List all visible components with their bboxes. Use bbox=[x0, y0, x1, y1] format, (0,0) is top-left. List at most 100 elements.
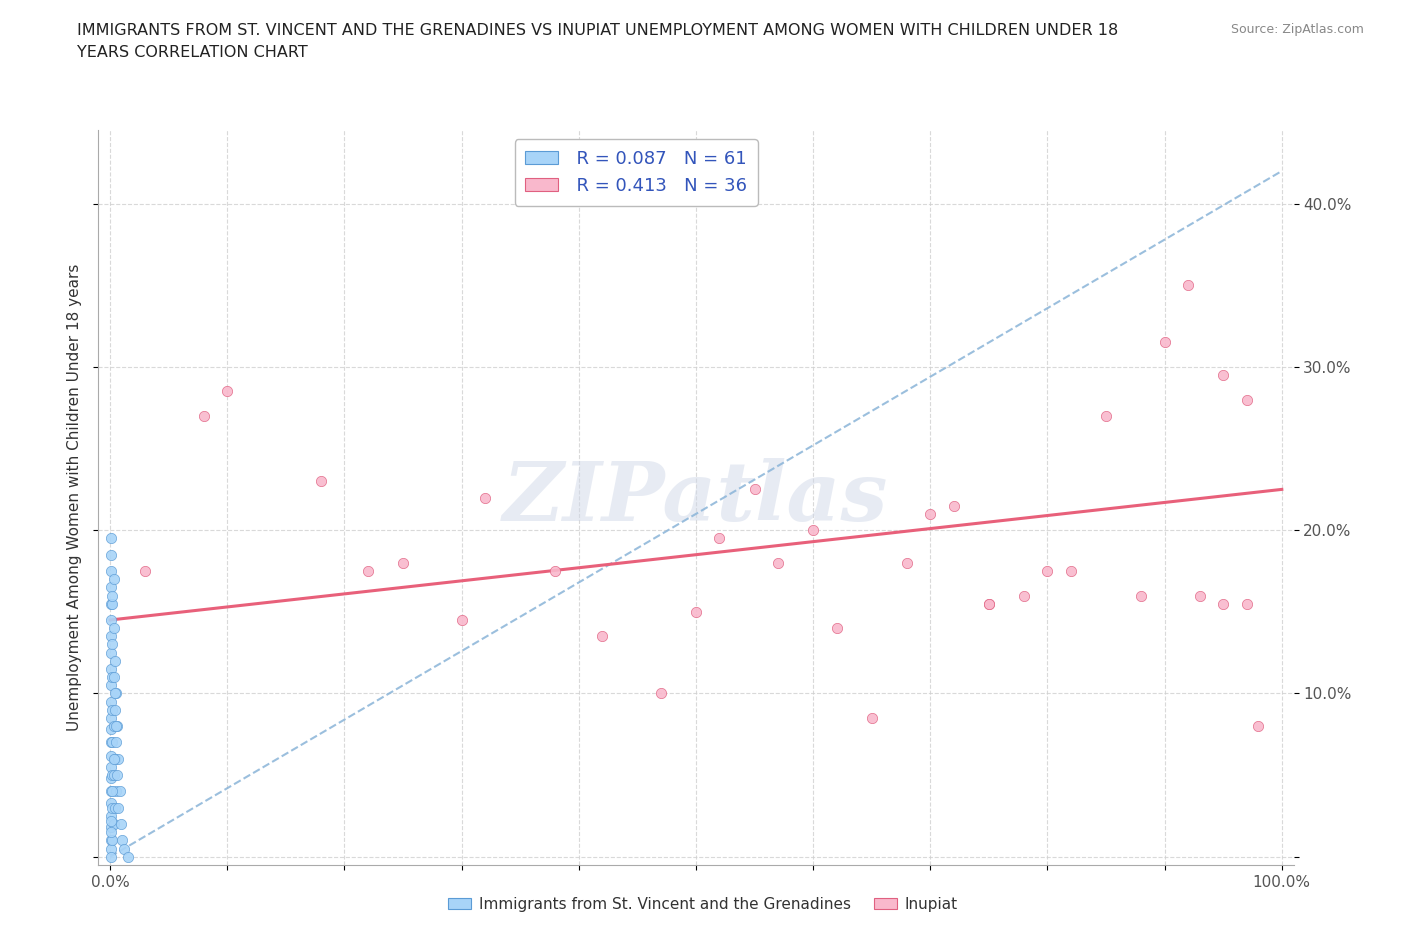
Point bbox=[1060, 564, 1083, 578]
Point bbox=[134, 564, 156, 578]
Point bbox=[103, 719, 125, 734]
Point bbox=[105, 767, 128, 782]
Point bbox=[1212, 367, 1234, 382]
Point bbox=[103, 767, 125, 782]
Point bbox=[744, 482, 766, 497]
Point bbox=[860, 711, 883, 725]
Point bbox=[104, 686, 127, 701]
Point bbox=[101, 588, 124, 603]
Point bbox=[100, 735, 122, 750]
Point bbox=[801, 523, 824, 538]
Legend: Immigrants from St. Vincent and the Grenadines, Inupiat: Immigrants from St. Vincent and the Gren… bbox=[443, 891, 963, 918]
Point bbox=[101, 637, 124, 652]
Point bbox=[825, 620, 848, 635]
Point bbox=[450, 613, 472, 628]
Point bbox=[1130, 588, 1153, 603]
Point bbox=[1095, 408, 1118, 423]
Point bbox=[977, 596, 1000, 611]
Point bbox=[100, 645, 122, 660]
Point bbox=[309, 473, 332, 488]
Point bbox=[920, 507, 942, 522]
Point bbox=[709, 531, 731, 546]
Point bbox=[100, 841, 122, 856]
Point bbox=[193, 408, 215, 423]
Point bbox=[105, 686, 128, 701]
Point bbox=[100, 531, 122, 546]
Point bbox=[896, 555, 918, 570]
Text: IMMIGRANTS FROM ST. VINCENT AND THE GRENADINES VS INUPIAT UNEMPLOYMENT AMONG WOM: IMMIGRANTS FROM ST. VINCENT AND THE GREN… bbox=[77, 23, 1119, 60]
Point bbox=[101, 767, 124, 782]
Point bbox=[103, 670, 125, 684]
Point bbox=[103, 751, 125, 766]
Point bbox=[100, 825, 122, 840]
Point bbox=[112, 841, 135, 856]
Point bbox=[100, 564, 122, 578]
Point bbox=[1036, 564, 1059, 578]
Point bbox=[217, 384, 239, 399]
Point bbox=[108, 784, 131, 799]
Point bbox=[100, 833, 122, 848]
Point bbox=[105, 719, 128, 734]
Point bbox=[101, 702, 124, 717]
Point bbox=[101, 801, 124, 816]
Point bbox=[100, 784, 122, 799]
Point bbox=[103, 620, 125, 635]
Point bbox=[104, 801, 127, 816]
Point bbox=[1247, 719, 1270, 734]
Point bbox=[100, 596, 122, 611]
Point bbox=[111, 833, 134, 848]
Point bbox=[100, 795, 122, 810]
Point bbox=[100, 547, 122, 562]
Point bbox=[100, 711, 122, 725]
Point bbox=[685, 604, 707, 619]
Point bbox=[100, 580, 122, 595]
Point bbox=[100, 849, 122, 864]
Point bbox=[650, 686, 672, 701]
Point bbox=[105, 784, 128, 799]
Point bbox=[100, 661, 122, 676]
Point bbox=[107, 801, 129, 816]
Point bbox=[474, 490, 496, 505]
Point bbox=[100, 814, 122, 829]
Point bbox=[107, 751, 129, 766]
Point bbox=[100, 820, 122, 835]
Point bbox=[1236, 596, 1258, 611]
Point bbox=[357, 564, 380, 578]
Point bbox=[100, 808, 122, 823]
Point bbox=[100, 760, 122, 775]
Point bbox=[104, 654, 127, 669]
Point bbox=[103, 817, 125, 831]
Point bbox=[1012, 588, 1035, 603]
Y-axis label: Unemployment Among Women with Children Under 18 years: Unemployment Among Women with Children U… bbox=[67, 264, 83, 731]
Text: ZIPatlas: ZIPatlas bbox=[503, 458, 889, 538]
Point bbox=[100, 613, 122, 628]
Point bbox=[101, 833, 124, 848]
Point bbox=[101, 735, 124, 750]
Point bbox=[110, 817, 132, 831]
Point bbox=[101, 784, 124, 799]
Point bbox=[100, 629, 122, 644]
Point bbox=[104, 751, 127, 766]
Point bbox=[100, 748, 122, 763]
Point bbox=[101, 670, 124, 684]
Text: Source: ZipAtlas.com: Source: ZipAtlas.com bbox=[1230, 23, 1364, 36]
Point bbox=[977, 596, 1000, 611]
Point bbox=[101, 596, 124, 611]
Point bbox=[1236, 392, 1258, 407]
Point bbox=[392, 555, 415, 570]
Point bbox=[117, 849, 139, 864]
Point bbox=[591, 629, 613, 644]
Point bbox=[100, 771, 122, 786]
Point bbox=[105, 719, 128, 734]
Point bbox=[766, 555, 789, 570]
Point bbox=[1212, 596, 1234, 611]
Point bbox=[1153, 335, 1175, 350]
Point bbox=[942, 498, 965, 513]
Point bbox=[100, 678, 122, 693]
Legend:   R = 0.087   N = 61,   R = 0.413   N = 36: R = 0.087 N = 61, R = 0.413 N = 36 bbox=[515, 140, 758, 206]
Point bbox=[104, 702, 127, 717]
Point bbox=[105, 735, 128, 750]
Point bbox=[100, 694, 122, 709]
Point bbox=[544, 564, 567, 578]
Point bbox=[1177, 278, 1199, 293]
